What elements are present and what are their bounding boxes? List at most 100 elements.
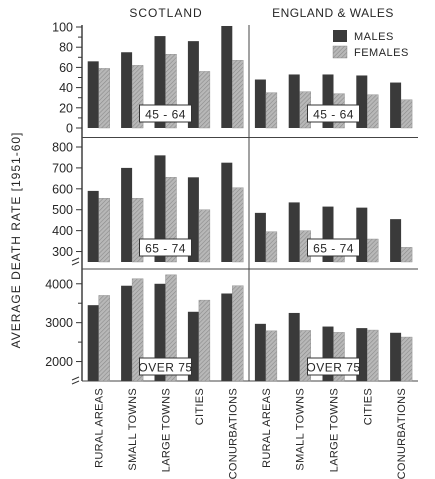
- bar-females: [131, 65, 144, 129]
- category-label: CITIES: [362, 388, 374, 425]
- legend-label-males: MALES: [354, 31, 394, 43]
- bar-males: [288, 202, 300, 262]
- bar-males: [221, 25, 233, 129]
- bar-females: [265, 92, 278, 129]
- bar-females: [400, 99, 413, 129]
- bar-females: [232, 60, 244, 129]
- column-title-scotland: SCOTLAND: [129, 6, 202, 20]
- bar-females: [400, 247, 413, 263]
- age-group-label: 65 - 74: [313, 242, 354, 256]
- age-group-label: OVER 75: [138, 361, 192, 375]
- plot-area: 0 20 40 60 80 100 45 - 64 45 - 64 300 400 500 600 70…: [45, 21, 418, 479]
- bar-females: [165, 274, 177, 382]
- legend-label-females: FEMALES: [354, 47, 409, 59]
- y-tick-label: 2000: [45, 355, 73, 369]
- bar-females: [299, 330, 311, 382]
- age-group-box: [307, 104, 360, 123]
- bar-males: [356, 328, 368, 381]
- y-tick-label: 300: [52, 245, 73, 259]
- bar-males: [254, 212, 266, 262]
- category-label: LARGE TOWNS: [161, 388, 173, 472]
- bar-males: [87, 305, 99, 381]
- age-group-box: [139, 238, 192, 257]
- bar-females: [198, 299, 211, 382]
- bar-females: [367, 94, 379, 129]
- age-group-label: 45 - 64: [145, 108, 186, 122]
- y-tick-label: 0: [66, 122, 73, 136]
- y-tick-label: 20: [59, 101, 73, 115]
- bar-males: [154, 155, 166, 262]
- bar-males: [288, 312, 300, 381]
- bar-males: [390, 332, 402, 381]
- bar-males: [154, 36, 166, 129]
- bar-males: [87, 61, 99, 129]
- legend-swatch-males: [333, 30, 347, 42]
- bar-males: [322, 206, 334, 262]
- y-tick-label: 500: [52, 203, 73, 217]
- category-label: CITIES: [194, 388, 206, 425]
- category-label: LARGE TOWNS: [329, 388, 341, 472]
- bar-males: [356, 207, 368, 262]
- bar-females: [367, 238, 379, 263]
- bar-females: [165, 177, 177, 263]
- bar-males: [121, 285, 133, 381]
- bar-females: [198, 71, 211, 129]
- legend: MALES FEMALES: [332, 30, 409, 59]
- bar-males: [288, 74, 300, 128]
- age-group-box: [307, 357, 360, 376]
- column-title-england-wales: ENGLAND & WALES: [272, 6, 394, 20]
- age-group-label: OVER 75: [306, 361, 360, 375]
- y-tick-label: 4000: [45, 277, 73, 291]
- bar-females: [98, 198, 110, 263]
- legend-swatch-females: [332, 45, 348, 59]
- bar-females: [265, 330, 278, 382]
- category-label: RURAL AREAS: [94, 388, 106, 468]
- age-group-box: [307, 238, 360, 257]
- bar-males: [187, 41, 199, 128]
- bar-females: [333, 332, 345, 382]
- y-axis-label: AVERAGE DEATH RATE [1951-60]: [9, 132, 23, 349]
- bar-males: [154, 283, 166, 381]
- y-tick-label: 60: [59, 61, 73, 75]
- axis-break-mark: [71, 257, 80, 266]
- bar-males: [121, 52, 133, 128]
- bar-males: [221, 293, 233, 381]
- bar-females: [232, 285, 244, 382]
- bar-males: [187, 311, 199, 381]
- bar-females: [165, 54, 177, 129]
- bar-males: [254, 79, 266, 128]
- bar-males: [356, 75, 368, 128]
- bar-females: [98, 295, 110, 382]
- bar-females: [367, 329, 379, 382]
- category-label: CONURBATIONS: [396, 388, 408, 479]
- bar-females: [400, 336, 413, 382]
- category-label: SMALL TOWNS: [295, 388, 307, 471]
- bar-males: [322, 326, 334, 381]
- bar-females: [265, 231, 278, 263]
- bar-males: [390, 219, 402, 262]
- bar-males: [254, 323, 266, 381]
- category-label: SMALL TOWNS: [127, 388, 139, 471]
- age-group-label: 65 - 74: [145, 242, 186, 256]
- y-tick-label: 40: [59, 81, 73, 95]
- y-tick-label: 400: [52, 224, 73, 238]
- axis-break-mark: [71, 376, 80, 385]
- y-tick-label: 80: [59, 41, 73, 55]
- category-label: CONURBATIONS: [227, 388, 239, 479]
- age-group-box: [139, 357, 192, 376]
- bar-males: [390, 82, 402, 128]
- y-tick-label: 600: [52, 182, 73, 196]
- y-tick-label: 100: [52, 21, 73, 35]
- bar-females: [232, 187, 244, 263]
- bar-males: [87, 190, 99, 262]
- age-group-box: [139, 104, 192, 123]
- y-tick-label: 800: [52, 141, 73, 155]
- category-label: RURAL AREAS: [261, 388, 273, 468]
- bar-males: [121, 167, 133, 262]
- age-group-label: 45 - 64: [313, 108, 354, 122]
- bar-females: [98, 68, 110, 129]
- bar-females: [131, 198, 144, 263]
- bar-males: [322, 74, 334, 128]
- bar-females: [198, 209, 211, 263]
